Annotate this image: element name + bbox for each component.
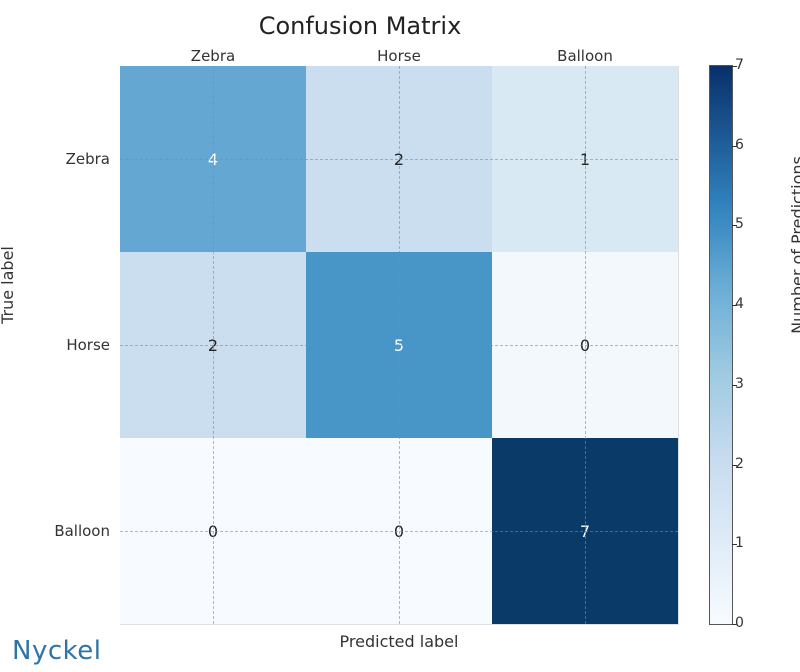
y-tick-label: Zebra xyxy=(20,150,110,168)
colorbar-tick-label: 5 xyxy=(735,216,755,232)
colorbar-tick-label: 7 xyxy=(735,57,755,73)
colorbar-label: Number of Predictions xyxy=(788,145,800,345)
x-tick-label: Balloon xyxy=(492,47,678,65)
x-tick-label: Horse xyxy=(306,47,492,65)
colorbar-tick-label: 1 xyxy=(735,535,755,551)
y-tick-label: Balloon xyxy=(20,522,110,540)
colorbar-tick-label: 3 xyxy=(735,376,755,392)
colorbar-tick-label: 6 xyxy=(735,137,755,153)
grid-line xyxy=(399,66,400,624)
colorbar xyxy=(710,66,732,624)
grid-line xyxy=(585,66,586,624)
chart-title: Confusion Matrix xyxy=(0,12,720,40)
colorbar-tick-label: 2 xyxy=(735,456,755,472)
confusion-matrix-grid: 421250007 xyxy=(120,66,679,625)
brand-logo: Nyckel xyxy=(12,636,101,666)
colorbar-tick-label: 0 xyxy=(735,615,755,631)
x-tick-label: Zebra xyxy=(120,47,306,65)
colorbar-tick-label: 4 xyxy=(735,296,755,312)
y-axis-label: True label xyxy=(0,225,17,345)
y-tick-label: Horse xyxy=(20,336,110,354)
x-axis-label: Predicted label xyxy=(120,632,678,651)
grid-line xyxy=(120,531,678,532)
